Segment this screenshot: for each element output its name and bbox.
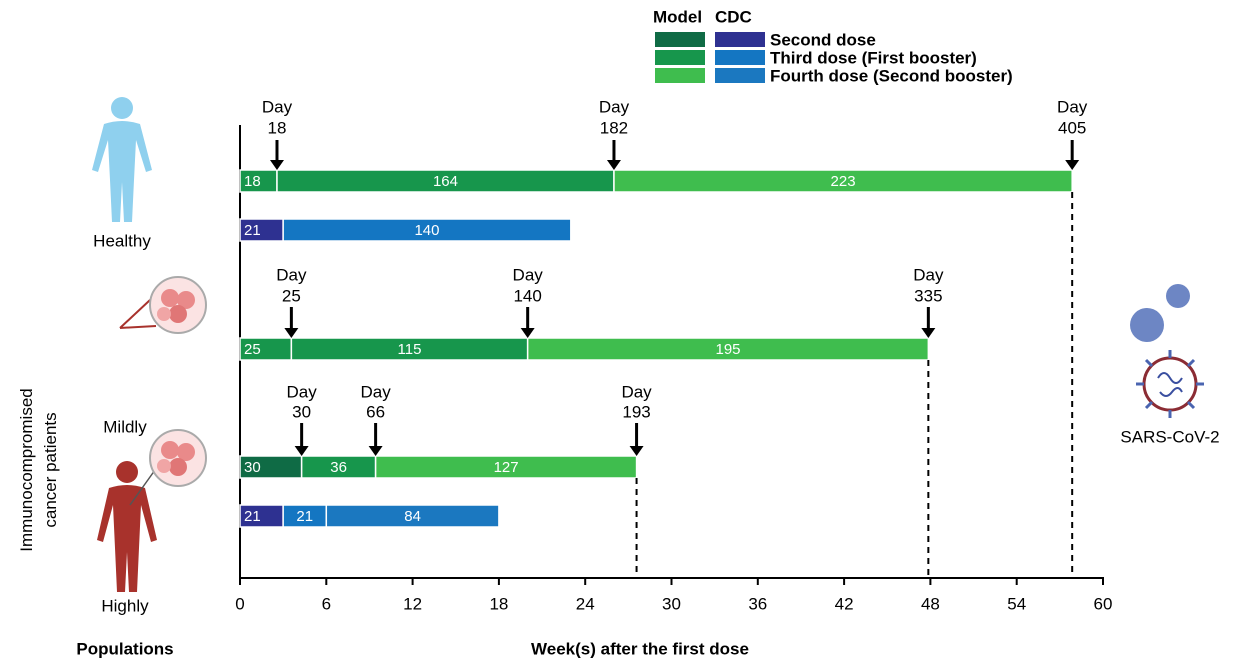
x-tick-label: 36 <box>748 594 767 613</box>
marker-value: 140 <box>513 286 541 305</box>
healthy-icon <box>92 97 152 222</box>
marker-arrowhead <box>629 446 644 456</box>
segment-label: 36 <box>330 459 347 476</box>
marker-value: 30 <box>292 402 311 421</box>
segment-label: 21 <box>296 508 313 525</box>
x-tick-label: 18 <box>489 594 508 613</box>
population-label: Mildly <box>103 417 147 436</box>
legend-swatch <box>655 50 705 65</box>
marker-value: 66 <box>366 402 385 421</box>
segment-label: 25 <box>244 341 261 358</box>
legend-swatch <box>715 50 765 65</box>
highly-icon <box>97 461 157 592</box>
marker-arrowhead <box>1065 160 1080 170</box>
segment-label: 223 <box>831 173 856 190</box>
segment-label: 84 <box>404 508 421 525</box>
x-tick-label: 30 <box>662 594 681 613</box>
legend-label: Fourth dose (Second booster) <box>770 66 1013 85</box>
marker-label: Day <box>276 265 307 284</box>
cell-icon <box>129 429 207 506</box>
marker-label: Day <box>1057 97 1088 116</box>
bar-segment <box>613 169 1073 193</box>
cell-icon <box>119 276 207 334</box>
legend-label: Third dose (First booster) <box>770 48 977 67</box>
legend-swatch <box>655 68 705 83</box>
segment-label: 30 <box>244 459 261 476</box>
segment-label: 127 <box>494 459 519 476</box>
y-axis-title: Immunocompromised cancer patients <box>17 388 60 551</box>
marker-arrowhead <box>368 446 383 456</box>
marker-label: Day <box>262 97 293 116</box>
population-label: Highly <box>101 596 149 615</box>
x-tick-label: 6 <box>322 594 331 613</box>
marker-arrowhead <box>294 446 309 456</box>
segment-label: 21 <box>244 508 261 525</box>
legend-header: Model <box>653 7 702 26</box>
marker-arrowhead <box>921 328 936 338</box>
marker-label: Day <box>513 265 544 284</box>
marker-label: Day <box>621 382 652 401</box>
x-tick-label: 12 <box>403 594 422 613</box>
marker-value: 335 <box>914 286 942 305</box>
marker-arrowhead <box>284 328 299 338</box>
legend-swatch <box>715 32 765 47</box>
legend-swatch <box>715 68 765 83</box>
marker-label: Day <box>287 382 318 401</box>
marker-value: 18 <box>268 118 287 137</box>
x-tick-label: 60 <box>1094 594 1113 613</box>
populations-title: Populations <box>76 639 173 658</box>
marker-arrowhead <box>606 160 621 170</box>
x-tick-label: 42 <box>835 594 854 613</box>
segment-label: 115 <box>398 341 422 358</box>
legend-header: CDC <box>715 7 752 26</box>
x-axis-title: Week(s) after the first dose <box>531 639 749 658</box>
marker-value: 405 <box>1058 118 1086 137</box>
y-title-line: Immunocompromised <box>17 388 36 551</box>
marker-value: 182 <box>600 118 628 137</box>
legend-swatch <box>655 32 705 47</box>
x-tick-label: 54 <box>1007 594 1026 613</box>
segment-label: 21 <box>244 222 261 239</box>
segment-label: 164 <box>433 173 458 190</box>
segment-label: 18 <box>244 173 261 190</box>
marker-label: Day <box>599 97 630 116</box>
bar-segment <box>325 504 500 528</box>
population-label: Healthy <box>93 231 151 250</box>
bar-segment <box>282 218 572 242</box>
legend-label: Second dose <box>770 30 876 49</box>
x-tick-label: 24 <box>576 594 595 613</box>
segment-label: 195 <box>715 341 740 358</box>
x-tick-label: 0 <box>235 594 244 613</box>
x-tick-label: 48 <box>921 594 940 613</box>
marker-label: Day <box>913 265 944 284</box>
bar-segment <box>374 455 638 479</box>
virus-icon <box>1130 284 1204 418</box>
virus-label: SARS-CoV-2 <box>1120 427 1219 446</box>
marker-arrowhead <box>520 328 535 338</box>
marker-arrowhead <box>269 160 284 170</box>
bar-segment <box>526 337 930 361</box>
y-title-line: cancer patients <box>41 412 60 527</box>
marker-value: 25 <box>282 286 301 305</box>
marker-label: Day <box>360 382 391 401</box>
segment-label: 140 <box>414 222 439 239</box>
marker-value: 193 <box>622 402 650 421</box>
